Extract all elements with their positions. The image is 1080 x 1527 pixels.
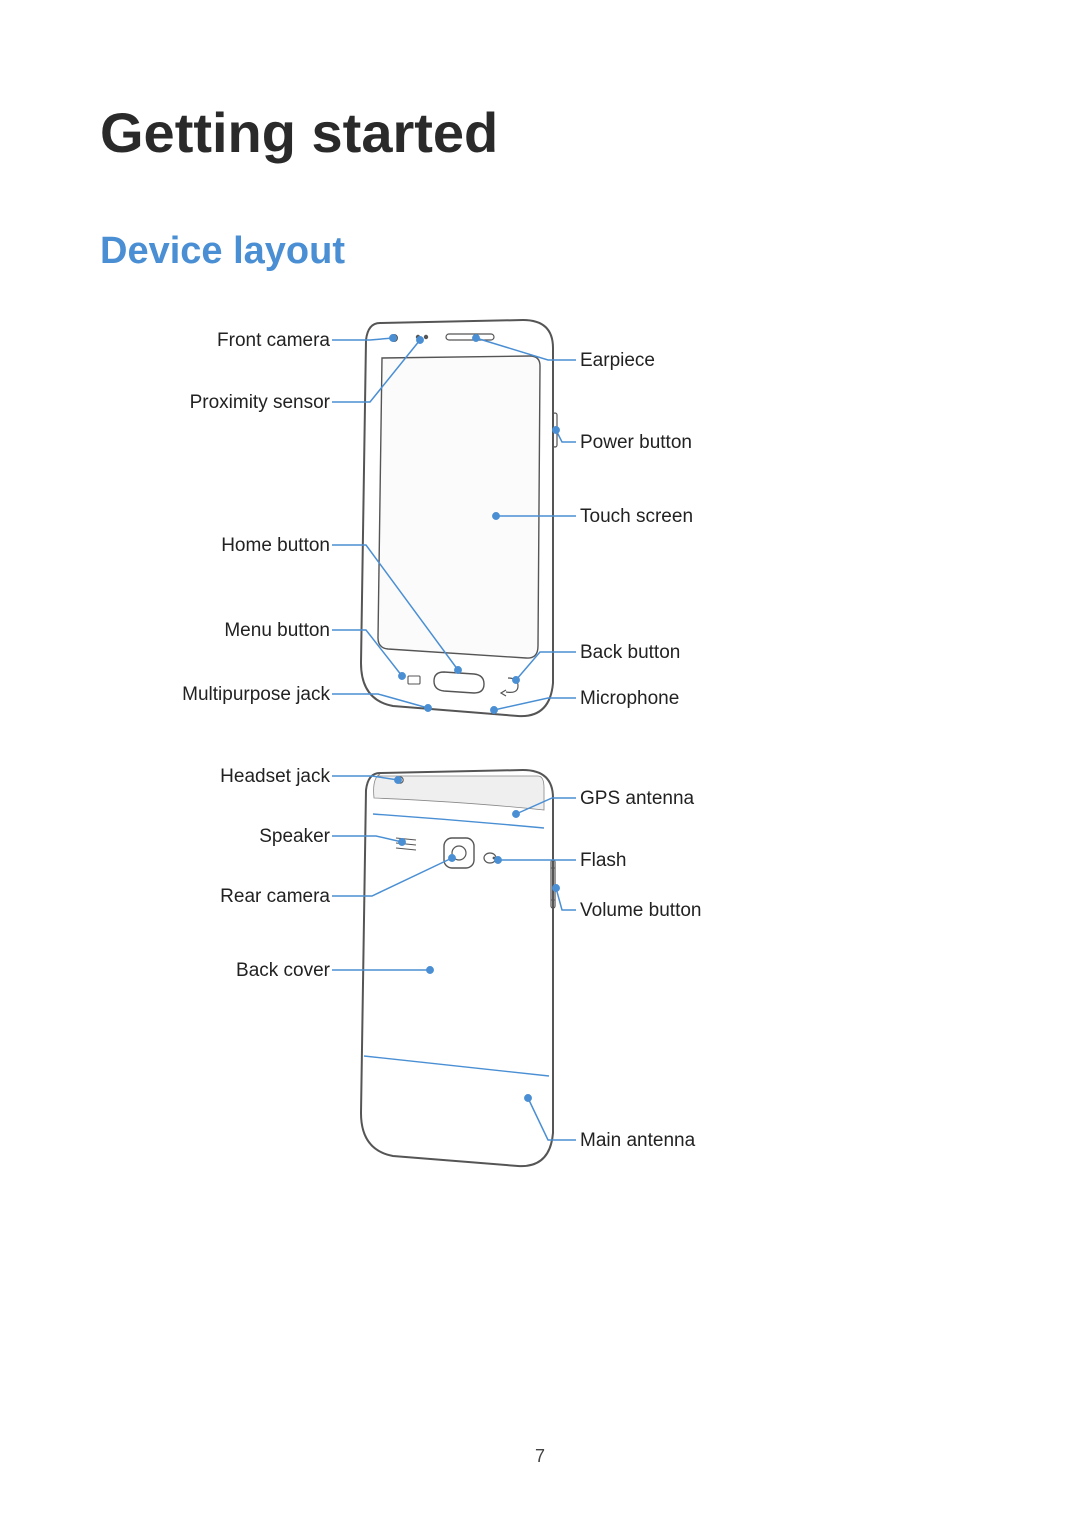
device-layout-diagram: Front camera Proximity sensor Home butto… bbox=[0, 310, 1080, 1310]
back-device bbox=[361, 770, 555, 1166]
front-device bbox=[361, 320, 557, 716]
section-heading: Device layout bbox=[100, 230, 345, 273]
page-number: 7 bbox=[0, 1446, 1080, 1467]
manual-page: Getting started Device layout Front came… bbox=[0, 0, 1080, 1527]
device-svgs bbox=[0, 310, 1080, 1310]
page-title: Getting started bbox=[100, 100, 498, 165]
